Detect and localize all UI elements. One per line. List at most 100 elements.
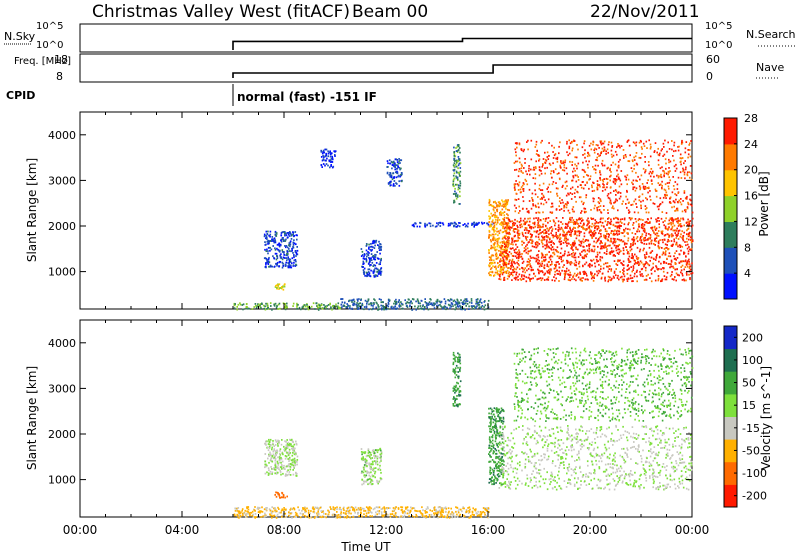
power-cell-2762 — [580, 217, 583, 220]
power-cell-3517 — [640, 140, 642, 143]
power-cell-1116 — [456, 145, 459, 148]
power-cell-4336 — [596, 206, 598, 209]
power-cell-903 — [373, 274, 375, 277]
power-cell-1592 — [488, 221, 491, 223]
power-cell-513 — [348, 299, 351, 302]
power-cell-1099 — [458, 173, 461, 175]
power-cell-4182 — [684, 147, 687, 150]
power-cell-3056 — [682, 217, 684, 220]
power-cell-1364 — [493, 201, 495, 203]
power-cell-391 — [428, 301, 431, 303]
power-cell-1873 — [589, 266, 591, 268]
power-cell-1360 — [504, 201, 506, 203]
power-cell-1515 — [492, 246, 494, 249]
power-cell-2011 — [570, 261, 572, 264]
power-cell-832 — [368, 247, 370, 250]
power-cell-2360 — [675, 272, 678, 275]
power-cell-299 — [377, 309, 379, 311]
power-ylabel: Slant Range [km] — [25, 158, 39, 262]
power-cell-1578 — [489, 225, 491, 228]
velocity-cell-226 — [365, 506, 368, 509]
power-cell-2041 — [627, 257, 630, 260]
power-cell-1987 — [681, 245, 684, 248]
power-cell-427 — [360, 307, 363, 310]
power-cell-4174 — [628, 211, 631, 213]
power-cell-2644 — [640, 239, 643, 242]
power-cell-610 — [290, 250, 292, 253]
power-cell-1698 — [689, 268, 692, 271]
velocity-cell-469 — [343, 509, 345, 512]
power-cell-867 — [366, 255, 368, 258]
power-cell-1715 — [530, 266, 533, 269]
power-cell-946 — [372, 255, 374, 257]
power-cell-726 — [266, 238, 268, 240]
power-cell-4269 — [630, 204, 632, 206]
power-cell-213 — [394, 300, 396, 303]
power-cell-2770 — [662, 221, 664, 224]
power-cell-3348 — [542, 223, 544, 226]
power-colorbar-label-6: 28 — [744, 112, 758, 125]
power-cell-1218 — [393, 164, 396, 167]
velocity-cell-293 — [313, 511, 316, 514]
power-ytick-label-2: 3000 — [48, 174, 76, 187]
power-cell-1357 — [507, 200, 509, 203]
power-cell-1541 — [498, 201, 501, 203]
power-cell-243 — [380, 301, 383, 304]
power-cell-3598 — [564, 181, 567, 184]
cpid-text: normal (fast) -151 IF — [237, 90, 377, 104]
velocity-cell-252 — [397, 507, 400, 509]
power-cell-1757 — [619, 276, 622, 279]
velocity-cell-412 — [319, 516, 322, 518]
power-cell-1495 — [491, 226, 494, 229]
power-cell-3297 — [687, 227, 690, 230]
velocity-cell-386 — [349, 516, 351, 519]
velocity-cell-465 — [347, 512, 350, 514]
power-cell-4177 — [538, 169, 541, 172]
power-cell-587 — [293, 239, 295, 242]
power-cell-4274 — [603, 184, 605, 186]
power-cell-1561 — [504, 203, 506, 205]
power-cell-3544 — [628, 160, 631, 163]
power-cell-4154 — [633, 156, 635, 159]
power-cell-4028 — [612, 161, 614, 164]
power-cell-6 — [326, 307, 328, 310]
power-cell-1620 — [500, 271, 503, 274]
velocity-cell-426 — [378, 506, 381, 509]
power-cell-477 — [378, 305, 380, 308]
power-cell-640 — [282, 265, 285, 267]
power-cell-1120 — [454, 193, 457, 195]
power-cell-2434 — [532, 277, 534, 280]
power-cell-3375 — [627, 239, 629, 242]
power-cell-948 — [369, 248, 372, 251]
power-cell-3915 — [601, 162, 603, 165]
power-cell-2305 — [592, 258, 595, 261]
power-cell-3485 — [556, 156, 559, 159]
power-cell-1857 — [517, 279, 519, 281]
power-cell-2701 — [666, 233, 669, 235]
power-cell-729 — [284, 234, 286, 237]
power-cell-2397 — [580, 277, 582, 280]
power-cell-3179 — [591, 236, 593, 239]
velocity-cell-139 — [301, 509, 303, 512]
power-cell-3487 — [683, 162, 685, 165]
power-cell-663 — [283, 231, 285, 233]
power-cell-3318 — [623, 230, 626, 232]
power-cell-3286 — [671, 235, 673, 238]
power-cell-298 — [472, 305, 474, 307]
power-cell-881 — [370, 269, 372, 272]
power-cell-4098 — [572, 210, 574, 213]
power-cell-1145 — [457, 144, 460, 146]
power-cell-608 — [280, 257, 283, 260]
power-cell-3983 — [668, 171, 670, 174]
power-cell-2139 — [667, 248, 670, 250]
velocity-cell-432 — [401, 506, 404, 509]
power-cell-4009 — [582, 176, 585, 178]
power-cell-1916 — [519, 278, 522, 280]
velocity-cell-278 — [462, 514, 465, 517]
power-cell-1447 — [505, 262, 508, 264]
power-cell-2373 — [661, 278, 664, 281]
velocity-cell-407 — [475, 512, 478, 514]
power-cell-2851 — [626, 242, 628, 245]
power-cell-2545 — [512, 265, 514, 268]
power-cell-3827 — [664, 189, 667, 192]
